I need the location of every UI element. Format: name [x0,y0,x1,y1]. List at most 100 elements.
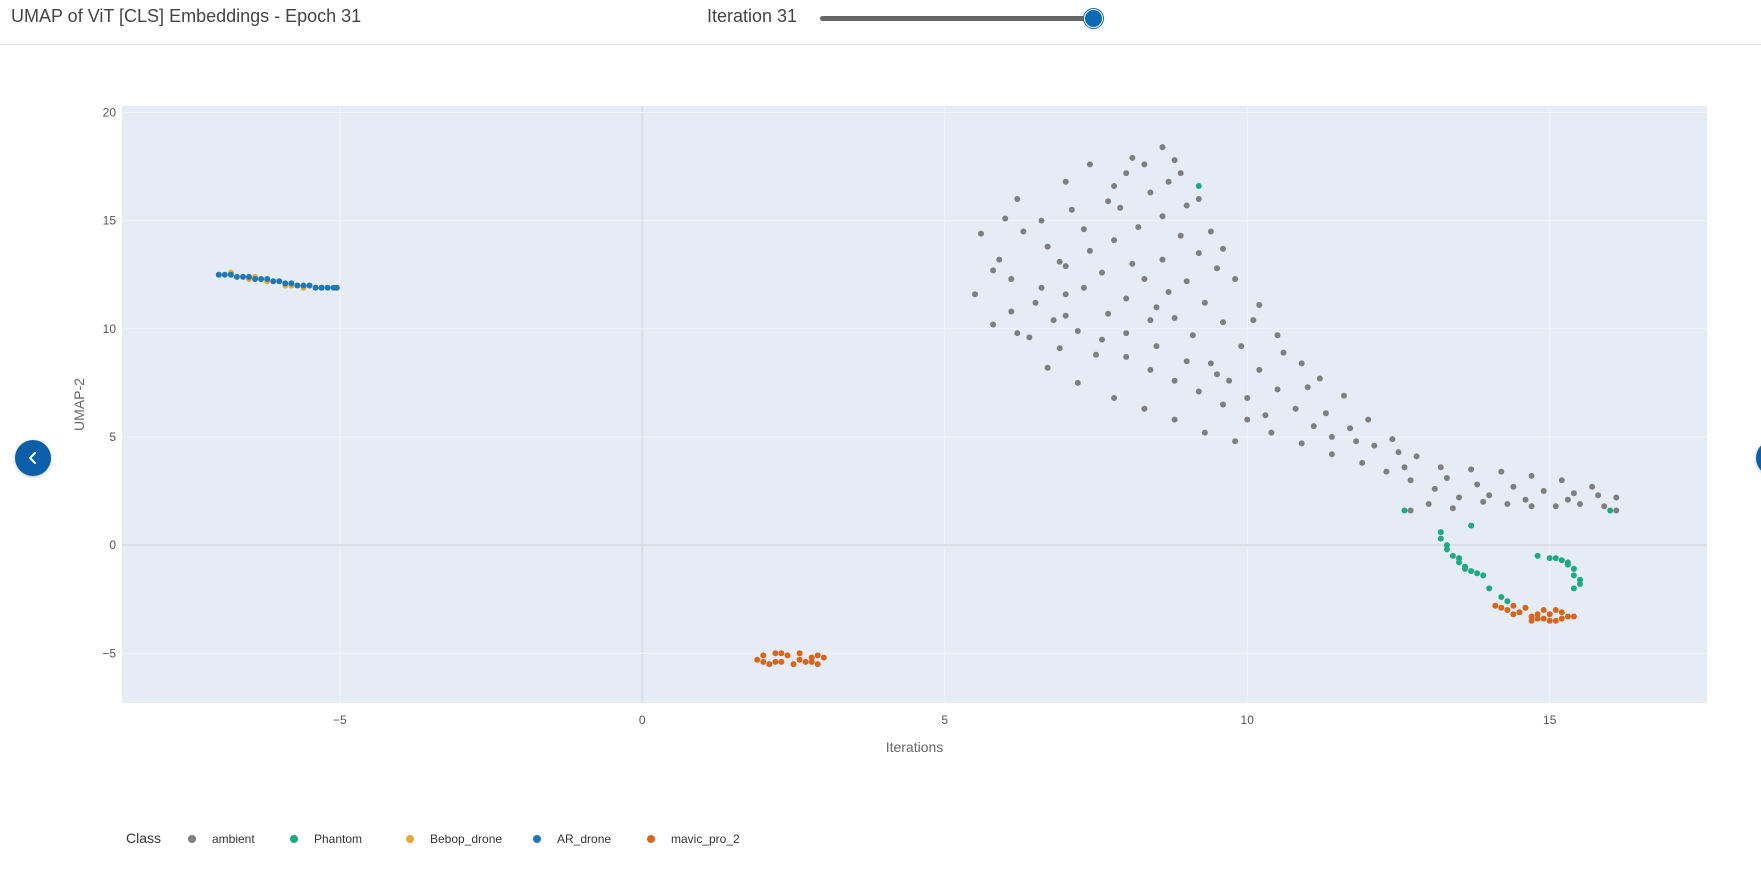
data-point [1564,559,1571,566]
iteration-slider[interactable] [820,16,1095,21]
data-point [1165,289,1172,295]
chevron-left-icon [29,452,36,464]
data-point [1558,609,1565,616]
iteration-label: Iteration 31 [707,6,798,26]
data-point [772,658,779,665]
data-point [1401,464,1408,471]
data-point [1552,607,1559,613]
data-point [1080,284,1087,291]
data-point [1322,410,1329,417]
data-point [1540,488,1547,494]
data-point [1147,317,1154,324]
data-point [1510,483,1517,490]
data-point [1195,196,1202,202]
data-point [1099,336,1105,343]
previous-button[interactable] [15,440,51,476]
data-point [1008,276,1015,282]
data-point [300,282,307,289]
data-point [1437,529,1444,536]
data-point [1195,250,1202,257]
data-point [754,656,761,663]
data-point [1347,425,1354,432]
data-point [1262,412,1269,419]
y-tick-label: −5 [102,646,116,660]
iteration-slider-handle[interactable] [1084,9,1103,28]
data-point [1558,557,1565,564]
data-point [1129,154,1136,161]
data-point [1558,477,1565,484]
data-point [1589,483,1596,490]
legend: Class ambient Phantom Bebop_drone AR_drone m… [126,830,740,846]
data-point [766,661,773,668]
legend-item-label[interactable]: mavic_pro_2 [671,832,740,846]
data-point [324,284,331,291]
data-point [978,230,984,237]
data-point [1220,401,1226,408]
data-point [1395,449,1402,456]
data-point [1256,302,1263,308]
data-point [1044,364,1051,371]
data-point [221,271,228,278]
data-point [1171,377,1178,384]
data-point [1111,395,1118,401]
next-button[interactable] [1756,440,1761,476]
data-point [1353,438,1360,445]
data-point [1232,276,1239,282]
data-point [1510,602,1517,609]
data-point [1298,440,1305,447]
data-point [288,280,295,287]
data-point [1570,490,1577,497]
y-tick-label: 5 [109,430,116,444]
data-point [990,267,997,274]
legend-item-label[interactable]: Bebop_drone [430,832,502,846]
legend-marker [406,835,414,843]
data-point [1570,585,1577,592]
data-point [1165,178,1172,185]
data-point [270,278,277,285]
data-point [1189,332,1196,339]
data-point [1220,319,1226,326]
series-Phantom [1195,183,1614,605]
data-point [258,276,265,282]
data-point [1443,542,1450,549]
data-point [1468,568,1475,575]
legend-item-label[interactable]: Phantom [314,832,362,846]
data-point [1195,388,1202,395]
data-point [1183,202,1190,209]
data-point [1601,503,1608,510]
x-tick-label: 15 [1543,713,1557,727]
data-point [1280,349,1287,356]
data-point [1480,572,1487,579]
data-point [1062,291,1069,298]
x-tick-label: 10 [1241,713,1255,727]
data-point [1480,498,1487,505]
legend-item-label[interactable]: ambient [212,832,255,846]
data-point [1062,263,1069,270]
data-point [1528,613,1535,620]
data-point [1528,472,1535,479]
data-point [1026,334,1033,341]
data-point [1577,581,1583,587]
data-point [996,256,1003,263]
data-point [796,656,803,663]
data-point [1552,555,1559,562]
data-point [1256,366,1263,373]
data-point [1159,256,1166,263]
data-point [814,661,821,668]
data-point [972,291,978,298]
data-point [1159,213,1166,220]
data-point [1468,466,1475,473]
data-point [1595,492,1602,499]
data-point [333,284,340,291]
legend-item-label[interactable]: AR_drone [557,832,611,846]
data-point [1328,451,1335,458]
data-point [1407,507,1414,514]
data-point [1443,546,1450,553]
data-point [1123,170,1130,177]
data-point [1220,245,1226,252]
data-point [1498,604,1505,611]
data-point [276,278,283,285]
data-point [306,282,313,289]
data-point [1389,436,1396,443]
